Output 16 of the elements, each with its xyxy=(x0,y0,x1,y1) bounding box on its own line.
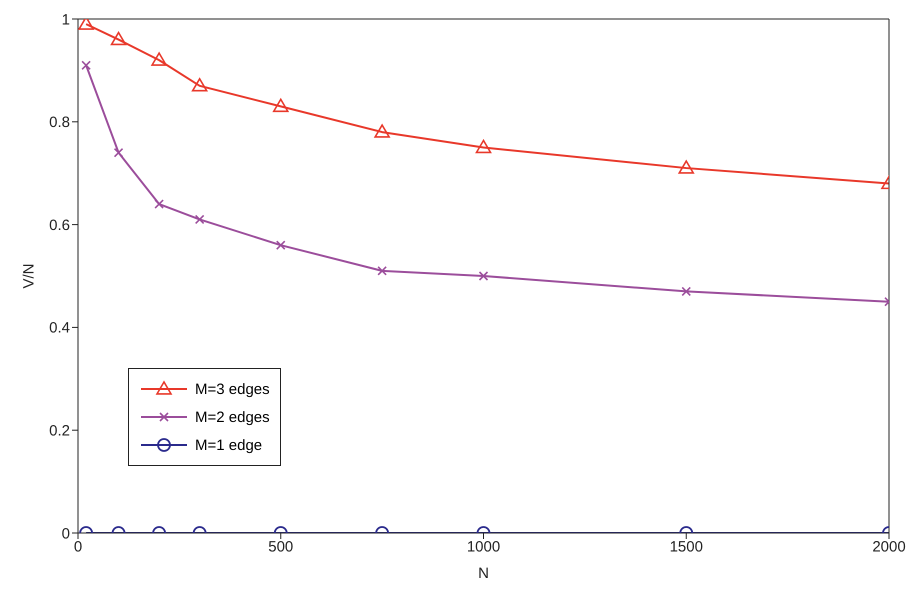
x-tick-label: 0 xyxy=(74,538,82,556)
y-tick-label: 1 xyxy=(62,11,70,28)
y-tick-label: 0 xyxy=(62,525,70,542)
y-tick-label: 0.6 xyxy=(49,216,70,234)
x-tick-label: 2000 xyxy=(872,538,906,556)
legend-label: M=2 edges xyxy=(195,408,270,426)
y-axis-title: V/N xyxy=(20,263,38,289)
y-tick-label: 0.8 xyxy=(49,114,70,132)
legend-label: M=3 edges xyxy=(195,380,270,398)
x-tick-label: 500 xyxy=(268,538,294,556)
x-tick-label: 1000 xyxy=(466,538,500,556)
y-tick-label: 0.4 xyxy=(49,320,70,337)
legend-label: M=1 edge xyxy=(195,436,262,454)
x-tick-label: 1500 xyxy=(670,538,703,556)
x-axis-title: N xyxy=(478,565,489,582)
y-tick-label: 0.2 xyxy=(49,422,70,440)
